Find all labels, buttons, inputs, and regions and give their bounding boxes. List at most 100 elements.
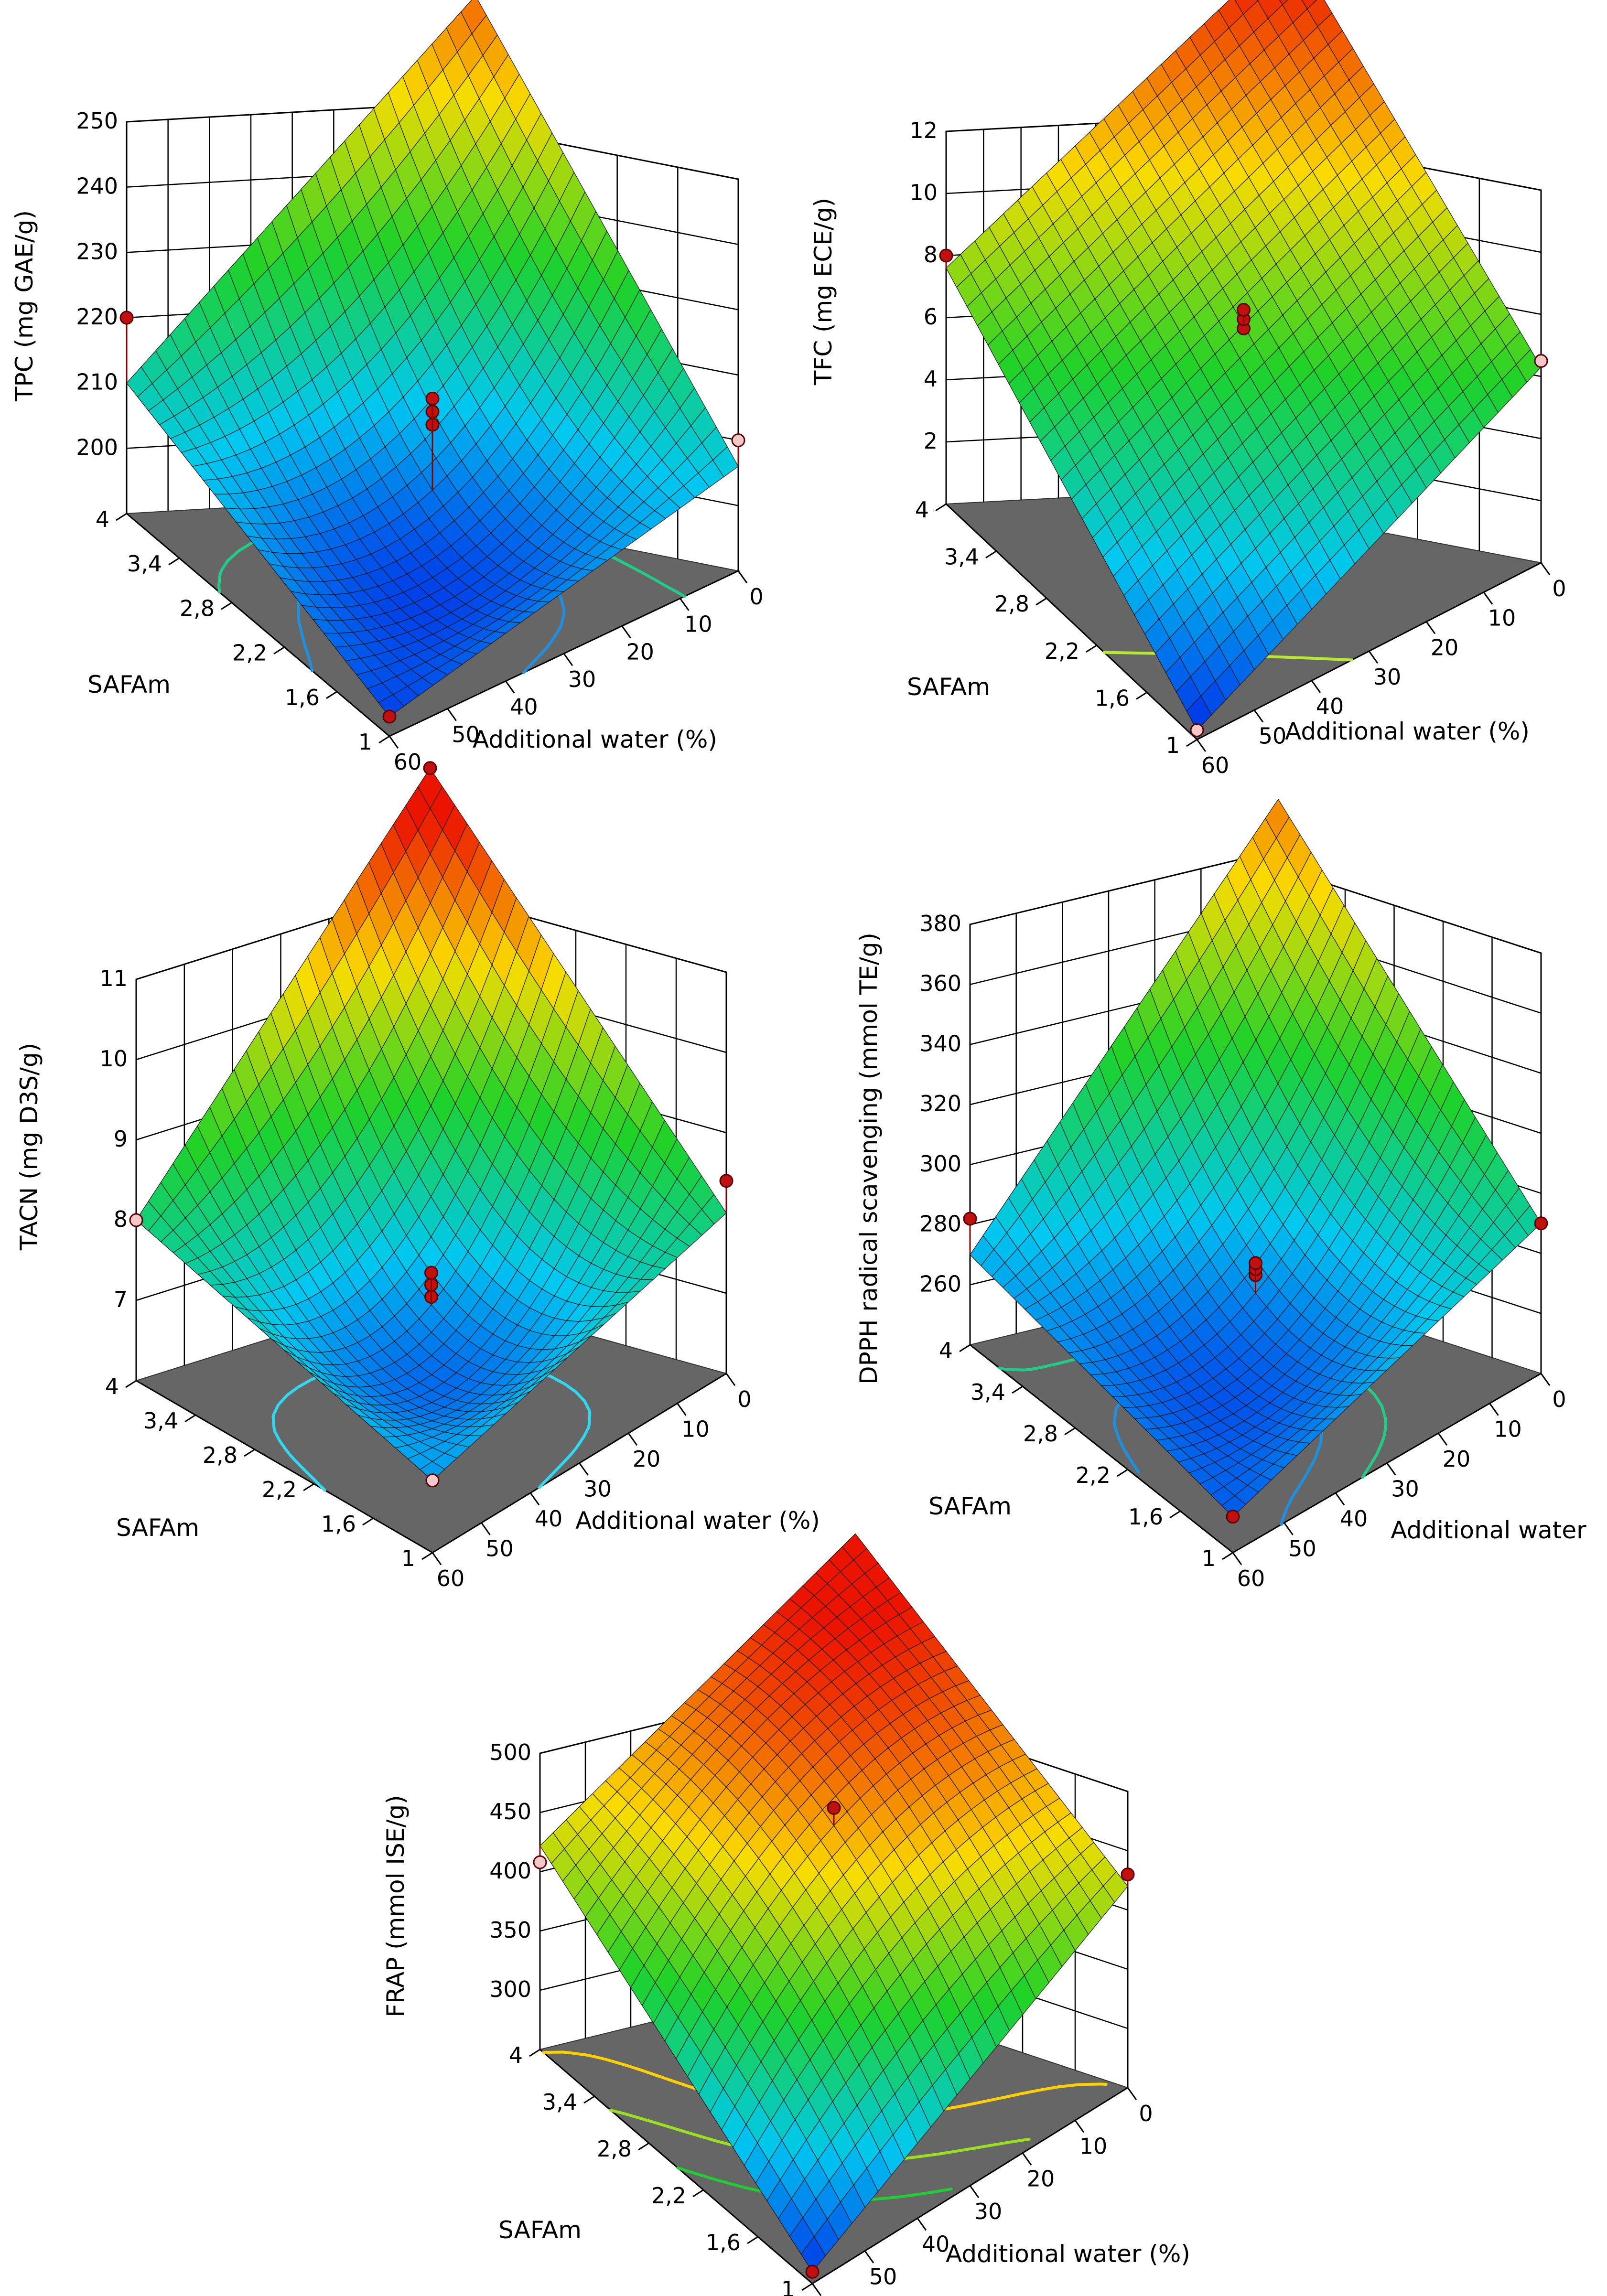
contour-segment: [539, 645, 549, 655]
z-tick-label: 240: [76, 173, 118, 199]
z-axis-label: TACN (mg D3S/g): [15, 1043, 43, 1251]
x-tick-label: 0: [749, 584, 763, 610]
contour-segment: [540, 1474, 552, 1487]
design-point: [423, 761, 437, 775]
contour-segment: [303, 644, 311, 660]
x-tick-label: 0: [1139, 2101, 1153, 2126]
contour-segment: [951, 2147, 974, 2153]
contour-segment: [277, 1394, 289, 1406]
contour-segment: [296, 1378, 313, 1389]
x-tick-mark: [563, 653, 573, 666]
z-tick-label: 340: [919, 1030, 961, 1056]
z-tick-label: 6: [924, 304, 938, 330]
contour-segment: [1383, 1425, 1387, 1436]
x-tick-mark: [1335, 1492, 1345, 1506]
z-tick-label: 400: [489, 1858, 531, 1884]
x-tick-label: 60: [394, 749, 422, 775]
contour-segment: [998, 1366, 1007, 1371]
x-axis-label: Additional water (%): [473, 726, 717, 753]
y-tick-label: 1: [781, 2276, 795, 2296]
contour-segment: [574, 1390, 586, 1403]
contour-segment: [549, 1465, 561, 1477]
x-tick-label: 10: [681, 1416, 710, 1442]
y-tick-mark: [1035, 597, 1047, 606]
x-tick-label: 0: [737, 1386, 751, 1412]
x-tick-label: 0: [1552, 1386, 1566, 1412]
contour-segment: [965, 2100, 987, 2107]
x-tick-label: 10: [1079, 2133, 1108, 2159]
contour-segment: [272, 1403, 280, 1416]
z-tick-label: 260: [919, 1271, 961, 1297]
contour-segment: [604, 2058, 626, 2066]
z-tick-label: 10: [99, 1046, 128, 1072]
x-tick-label: 30: [1391, 1476, 1419, 1502]
contour-segment: [297, 619, 303, 635]
surface-cell: [1186, 695, 1212, 731]
z-tick-label: 8: [114, 1206, 128, 1232]
y-tick-mark: [273, 646, 285, 654]
y-tick-mark: [638, 2142, 649, 2151]
x-tick-label: 20: [1431, 634, 1459, 660]
chart-tpc: 200 210 220 230 240 250 60 50 40 30 20 10 0 1 1,6 2,2 2,…: [11, 0, 764, 775]
contour-segment: [1128, 651, 1151, 655]
contour-segment: [642, 2118, 664, 2126]
z-tick-label: 7: [114, 1287, 128, 1312]
x-tick-mark: [481, 1522, 491, 1535]
x-tick-label: 50: [1259, 723, 1287, 749]
y-tick-mark: [935, 503, 947, 512]
x-axis-label: Additional water: [1391, 1516, 1586, 1544]
y-tick-mark: [244, 1448, 255, 1457]
contour-segment: [697, 2134, 715, 2142]
y-axis-label: SAFAm: [907, 673, 990, 701]
x-tick-mark: [1074, 2120, 1085, 2133]
y-tick-mark: [362, 1517, 374, 1526]
x-tick-label: 60: [1201, 752, 1230, 778]
x-tick-mark: [621, 625, 631, 639]
contour-segment: [947, 2104, 965, 2110]
contour-segment: [549, 628, 561, 644]
contour-segment: [302, 1468, 315, 1480]
y-tick-mark: [1086, 644, 1097, 653]
x-tick-label: 50: [869, 2264, 897, 2290]
y-tick-mark: [1117, 1469, 1128, 1477]
contour-segment: [624, 2113, 646, 2121]
contour-segment: [896, 2193, 915, 2199]
contour-segment: [1112, 1422, 1116, 1427]
y-tick-label: 2,2: [1076, 1462, 1111, 1488]
y-tick-label: 1,6: [321, 1511, 356, 1537]
contour-segment: [1308, 656, 1327, 660]
contour-segment: [237, 541, 254, 553]
y-tick-label: 3,4: [127, 551, 162, 577]
x-tick-label: 30: [568, 666, 596, 692]
x-tick-mark: [1425, 621, 1436, 634]
x-tick-label: 30: [1373, 664, 1402, 690]
z-tick-label: 380: [919, 911, 961, 936]
z-tick-label: 250: [76, 108, 118, 134]
contour-segment: [913, 2153, 936, 2159]
design-point: [533, 1855, 547, 1869]
y-axis-label: SAFAm: [116, 1514, 199, 1542]
contour-segment: [289, 1454, 297, 1462]
y-axis-line: [539, 2049, 813, 2285]
y-axis-label: SAFAm: [498, 2216, 582, 2244]
design-point: [1226, 1510, 1240, 1524]
design-point: [382, 709, 397, 724]
contour-segment: [285, 1385, 300, 1397]
y-tick-label: 3,4: [143, 1408, 178, 1434]
contour-segment: [588, 1409, 592, 1414]
y-axis-label: SAFAm: [928, 1492, 1012, 1520]
y-tick-mark: [1064, 1427, 1076, 1436]
contour-segment: [538, 1483, 543, 1489]
x-tick-mark: [627, 1433, 638, 1446]
x-tick-label: 20: [633, 1446, 661, 1472]
contour-segment: [1286, 1493, 1295, 1507]
y-tick-label: 1: [1166, 732, 1180, 758]
z-tick-label: 300: [919, 1151, 961, 1177]
contour-segment: [1020, 2088, 1042, 2095]
y-tick-label: 4: [509, 2042, 523, 2068]
design-point: [129, 1213, 143, 1227]
y-tick-label: 2,8: [180, 595, 215, 621]
z-axis-label: FRAP (mmol ISE/g): [382, 1795, 410, 2017]
contour-segment: [558, 1455, 571, 1468]
